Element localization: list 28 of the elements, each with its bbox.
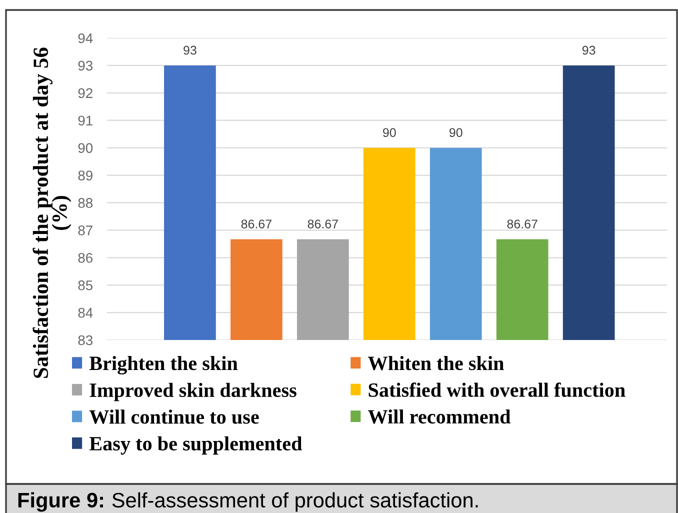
legend-label: Satisfied with overall function (368, 382, 626, 397)
legend-label: Will recommend (368, 409, 511, 424)
y-tick-label: 88 (78, 198, 93, 208)
legend-label: Whiten the skin (368, 356, 504, 370)
y-axis-title: Satisfaction of the product at day 56 (%) (32, 48, 72, 378)
legend-label: Will continue to use (89, 410, 259, 424)
data-label: 86.67 (241, 220, 272, 228)
data-label: 90 (450, 128, 462, 138)
y-tick-label: 87 (78, 226, 92, 236)
data-label: 86.67 (308, 220, 338, 228)
y-tick-label: 90 (78, 143, 93, 153)
y-tick-label: 84 (78, 308, 93, 318)
y-tick-label: 86 (78, 252, 92, 263)
y-tick-label: 92 (78, 88, 92, 98)
y-tick-label: 93 (78, 60, 92, 71)
data-label: 93 (184, 46, 196, 55)
data-label: 90 (383, 128, 396, 138)
legend-label: Easy to be supplemented (89, 436, 302, 455)
data-label: 86.67 (507, 220, 538, 228)
y-tick-label: 91 (78, 116, 92, 126)
y-tick-label: 94 (78, 33, 93, 44)
data-label: 93 (582, 46, 596, 55)
y-tick-label: 85 (78, 280, 93, 290)
caption: Figure 9: Self-assessment of product satisfaction. (18, 492, 478, 512)
y-tick-label: 89 (78, 170, 92, 180)
legend-label: Improved skin darkness (90, 382, 296, 402)
legend-label: Brighten the skin (89, 356, 238, 374)
y-tick-label: 83 (78, 335, 92, 346)
